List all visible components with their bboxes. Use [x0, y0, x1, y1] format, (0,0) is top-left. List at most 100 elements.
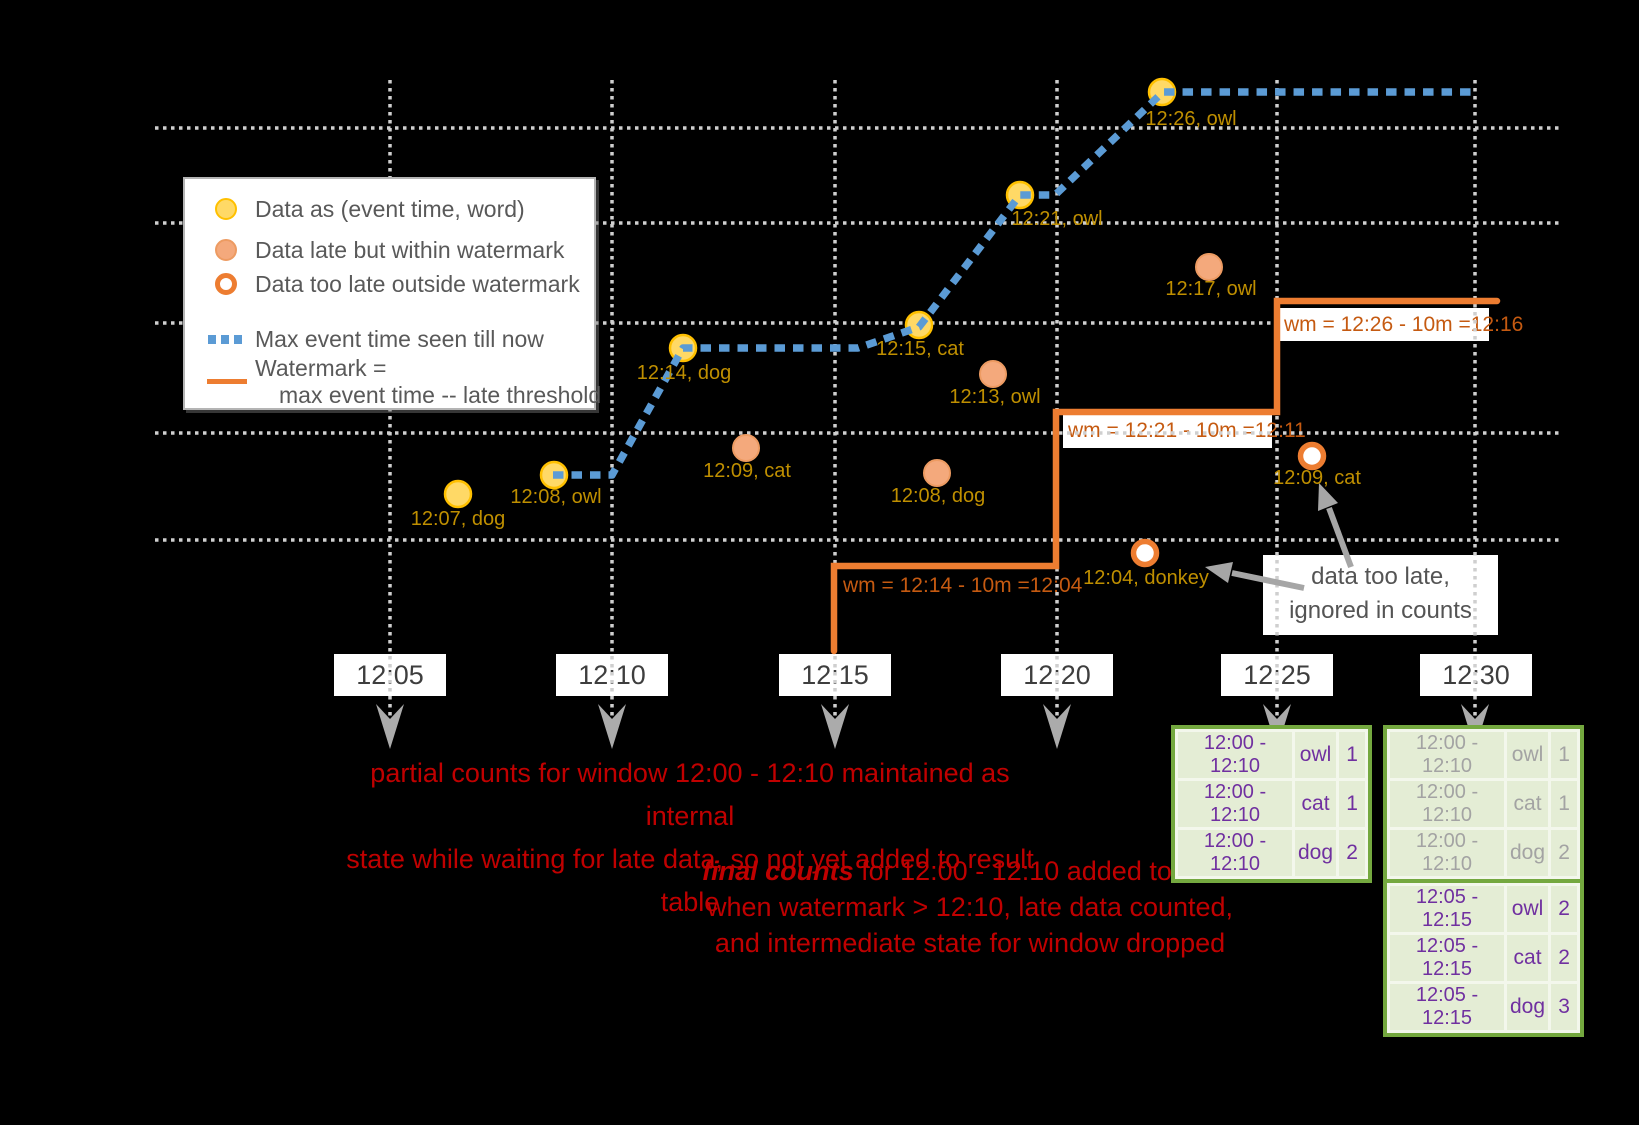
cell-count: 2	[1548, 932, 1581, 984]
axis-arrow-12-05	[376, 704, 404, 749]
cell-count: 3	[1548, 981, 1581, 1033]
legend-on-time-dot	[215, 198, 237, 220]
label-12-08-owl: 12:08, owl	[510, 486, 602, 508]
cell-window: 12:00 - 12:10	[1175, 778, 1295, 830]
label-12-21-owl: 12:21, owl	[1011, 208, 1103, 230]
cell-word: owl	[1503, 729, 1552, 781]
too-late-callout-line2: ignored in counts	[1289, 597, 1472, 624]
final-counts-emphasis: final counts	[702, 856, 854, 886]
cell-window: 12:05 - 12:15	[1387, 883, 1507, 935]
cell-word: dog	[1503, 827, 1552, 879]
legend: Data as (event time, word) Data late but…	[183, 177, 601, 410]
point-too-late-12-09-cat	[1297, 441, 1327, 471]
legend-item-max-event-time: Max event time seen till now	[255, 326, 544, 352]
point-late-12-09-cat	[732, 434, 760, 462]
point-12-07-dog	[443, 479, 473, 509]
cell-window: 12:05 - 12:15	[1387, 932, 1507, 984]
cell-window: 12:00 - 12:10	[1175, 827, 1295, 879]
final-counts-note: final counts for 12:00 - 12:10 added to …	[670, 853, 1270, 961]
legend-item-late: Data late but within watermark	[255, 237, 565, 263]
table-row: 12:05 - 12:15 owl 2	[1387, 883, 1581, 935]
final-counts-note-line3: and intermediate state for window droppe…	[714, 928, 1226, 958]
cell-window: 12:00 - 12:10	[1175, 729, 1295, 781]
result-table-12-30-old-frame: 12:00 - 12:10 owl 1 12:00 - 12:10 cat 1 …	[1383, 725, 1585, 883]
table-row: 12:00 - 12:10 cat 1	[1175, 778, 1369, 830]
axis-arrow-12-15	[821, 704, 849, 749]
point-late-12-17-owl	[1195, 253, 1223, 281]
label-too-late-12-04-donkey: 12:04, donkey	[1083, 567, 1209, 589]
label-late-12-09-cat: 12:09, cat	[703, 460, 791, 482]
result-table-12-25: 12:00 - 12:10 owl 1 12:00 - 12:10 cat 1 …	[1171, 725, 1373, 883]
point-late-12-08-dog	[923, 459, 951, 487]
cell-count: 1	[1548, 729, 1581, 781]
axis-arrow-12-20	[1043, 704, 1071, 749]
too-late-callout-line1: data too late,	[1311, 563, 1450, 590]
label-too-late-12-09-cat: 12:09, cat	[1273, 467, 1361, 489]
label-12-15-cat: 12:15, cat	[876, 338, 964, 360]
cell-count: 2	[1548, 883, 1581, 935]
result-table-12-25-frame: 12:00 - 12:10 owl 1 12:00 - 12:10 cat 1 …	[1171, 725, 1373, 883]
watermark-step-line	[830, 297, 1501, 655]
cell-window: 12:00 - 12:10	[1387, 729, 1507, 781]
table-row-dimmed: 12:00 - 12:10 cat 1	[1387, 778, 1581, 830]
result-table-12-30-new-frame: 12:05 - 12:15 owl 2 12:05 - 12:15 cat 2 …	[1383, 879, 1585, 1037]
axis-tick-12-25: 12:25	[1221, 654, 1333, 696]
table-row: 12:00 - 12:10 dog 2	[1175, 827, 1369, 879]
cell-word: owl	[1291, 729, 1340, 781]
cell-word: dog	[1291, 827, 1340, 879]
legend-item-on-time: Data as (event time, word)	[255, 196, 525, 222]
axis-tick-12-30: 12:30	[1420, 654, 1532, 696]
table-row: 12:05 - 12:15 dog 3	[1387, 981, 1581, 1033]
table-row-dimmed: 12:00 - 12:10 owl 1	[1387, 729, 1581, 781]
max-event-time-line	[553, 88, 1477, 479]
partial-counts-note: partial counts for window 12:00 - 12:10 …	[335, 752, 1045, 924]
arrow-to-12-04-donkey-head	[1205, 562, 1233, 583]
cell-count: 1	[1336, 778, 1369, 830]
legend-item-watermark-line2: max event time -- late threshold	[279, 382, 602, 408]
cell-word: cat	[1503, 932, 1552, 984]
legend-watermark-line	[207, 379, 247, 384]
table-row: 12:00 - 12:10 owl 1	[1175, 729, 1369, 781]
point-too-late-12-04-donkey	[1130, 538, 1160, 568]
cell-window: 12:05 - 12:15	[1387, 981, 1507, 1033]
watermark-label-12-04: wm = 12:14 - 10m =12:04	[843, 574, 1083, 597]
partial-counts-note-line2: state while waiting for late data, so no…	[346, 844, 1034, 917]
cell-count: 1	[1336, 729, 1369, 781]
cell-count: 2	[1548, 827, 1581, 879]
legend-too-late-ring	[215, 273, 237, 295]
cell-count: 2	[1336, 827, 1369, 879]
cell-window: 12:00 - 12:10	[1387, 827, 1507, 879]
label-12-26-owl: 12:26, owl	[1145, 108, 1237, 130]
cell-word: cat	[1503, 778, 1552, 830]
axis-arrow-12-10	[598, 704, 626, 749]
label-late-12-17-owl: 12:17, owl	[1165, 278, 1257, 300]
legend-max-event-time-line	[208, 335, 246, 344]
final-counts-note-line2: when watermark > 12:10, late data counte…	[706, 892, 1234, 922]
label-12-14-dog: 12:14, dog	[636, 362, 732, 384]
legend-late-dot	[215, 239, 237, 261]
arrow-to-12-09-cat-shaft	[1326, 506, 1354, 569]
cell-word: cat	[1291, 778, 1340, 830]
arrow-to-12-09-cat-head	[1318, 483, 1338, 511]
partial-counts-note-line1: partial counts for window 12:00 - 12:10 …	[370, 758, 1010, 831]
point-late-12-13-owl	[979, 360, 1007, 388]
cell-count: 1	[1548, 778, 1581, 830]
too-late-callout: data too late, ignored in counts	[1263, 555, 1498, 635]
table-row: 12:05 - 12:15 cat 2	[1387, 932, 1581, 984]
label-late-12-13-owl: 12:13, owl	[949, 386, 1041, 408]
legend-item-too-late: Data too late outside watermark	[255, 271, 580, 297]
label-12-07-dog: 12:07, dog	[410, 508, 506, 530]
cell-word: owl	[1503, 883, 1552, 935]
too-late-arrows	[1205, 483, 1354, 591]
cell-word: dog	[1503, 981, 1552, 1033]
watermark-label-12-16: wm = 12:26 - 10m =12:16	[1279, 308, 1523, 341]
legend-item-watermark: Watermark =	[255, 355, 387, 381]
watermark-label-12-11: wm = 12:21 - 10m =12:11	[1063, 414, 1306, 448]
arrow-to-12-04-donkey-shaft	[1231, 570, 1305, 591]
label-late-12-08-dog: 12:08, dog	[890, 485, 986, 507]
result-table-12-30: 12:00 - 12:10 owl 1 12:00 - 12:10 cat 1 …	[1383, 725, 1585, 1037]
table-row-dimmed: 12:00 - 12:10 dog 2	[1387, 827, 1581, 879]
cell-window: 12:00 - 12:10	[1387, 778, 1507, 830]
